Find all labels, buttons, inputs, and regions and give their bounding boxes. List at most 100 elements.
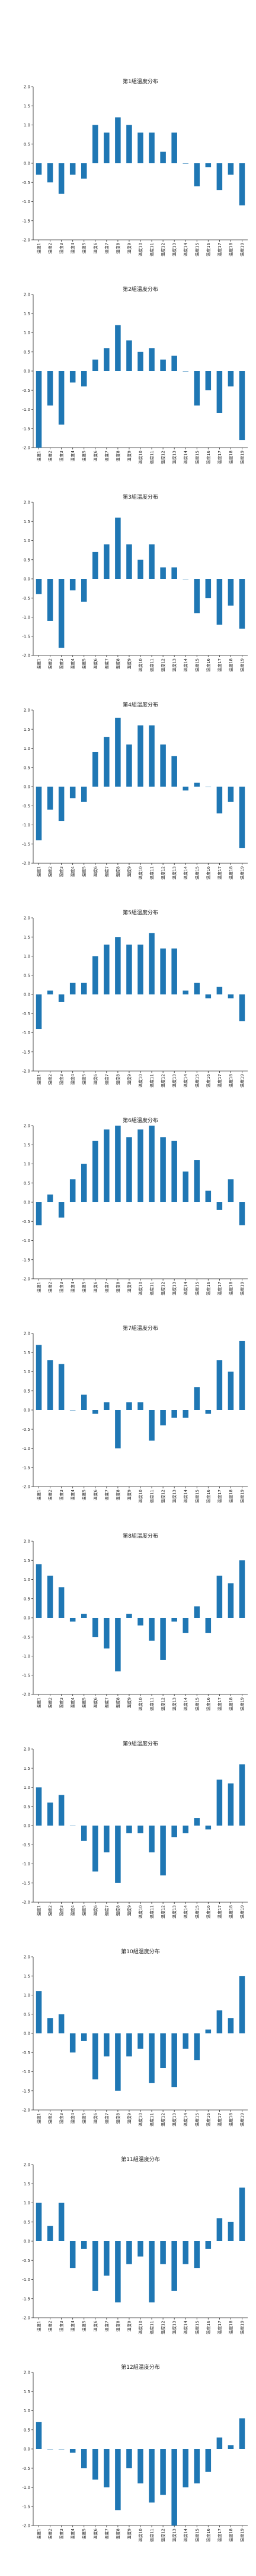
bar xyxy=(126,340,132,371)
bar xyxy=(58,2203,65,2241)
x-tick-label: 温度13 xyxy=(172,1490,177,1503)
bar xyxy=(115,1126,121,1202)
bar xyxy=(81,1826,87,1841)
bar xyxy=(58,2014,65,2033)
chart-2: 第2組温度分布 -2.0 -1.5 -1.0 -0.5 0.0 0.5 1.0 1.5 2.0 温度… xyxy=(22,286,248,464)
x-tick-label: 温度12 xyxy=(161,1490,166,1503)
x-tick-label: 温度9 xyxy=(126,866,132,877)
x-tick-label: 温度2 xyxy=(47,658,53,669)
x-tick-label: 温度10 xyxy=(138,2113,143,2127)
x-tick-label: 温度17 xyxy=(217,243,222,256)
y-tick-label: -1.0 xyxy=(22,199,30,204)
x-tick-label: 温度2 xyxy=(47,1074,53,1085)
bar xyxy=(205,2029,212,2033)
y-tick-label: -2.0 xyxy=(22,2316,30,2321)
x-tick-label: 温度3 xyxy=(59,451,64,461)
bar xyxy=(104,2241,110,2276)
x-tick-label: 温度7 xyxy=(104,658,109,669)
bar xyxy=(69,163,76,175)
chart-title: 第2組温度分布 xyxy=(123,286,158,293)
bar xyxy=(137,1129,143,1202)
bar xyxy=(239,1764,245,1826)
bar xyxy=(171,1618,177,1622)
bar xyxy=(115,2241,121,2303)
bar xyxy=(92,552,98,579)
y-tick-label: -2.0 xyxy=(22,1693,30,1697)
bar xyxy=(47,787,53,810)
bar xyxy=(126,945,132,994)
y-tick-label: 1.0 xyxy=(24,1785,30,1790)
bar xyxy=(216,2218,223,2241)
x-tick-label: 温度18 xyxy=(228,1282,233,1295)
x-tick-label: 温度12 xyxy=(161,1905,166,1919)
bar xyxy=(47,2018,53,2033)
x-tick-label: 温度11 xyxy=(149,1074,155,1088)
bar xyxy=(149,348,155,371)
bar xyxy=(104,2033,110,2057)
bar xyxy=(183,787,188,791)
x-tick-label: 温度12 xyxy=(161,2321,166,2334)
bar xyxy=(205,1410,212,1414)
x-tick-label: 温度16 xyxy=(206,2320,211,2334)
y-tick-label: 1.5 xyxy=(24,935,30,940)
bar xyxy=(81,579,87,602)
bar xyxy=(160,1618,166,1660)
y-tick-label: 0.0 xyxy=(24,577,30,582)
x-tick-label: 温度16 xyxy=(206,1905,211,1918)
bar xyxy=(228,2222,234,2241)
y-tick-label: 1.5 xyxy=(24,1558,30,1563)
x-tick-label: 温度11 xyxy=(149,1697,155,1711)
bar xyxy=(126,1402,132,1410)
x-tick-label: 温度17 xyxy=(217,1697,222,1711)
x-tick-label: 温度17 xyxy=(217,658,222,672)
x-tick-label: 温度16 xyxy=(206,1073,211,1087)
bar xyxy=(171,2449,177,2526)
bar xyxy=(69,1410,76,1411)
x-tick-label: 温度18 xyxy=(228,2113,233,2127)
bar xyxy=(216,579,223,625)
bar xyxy=(137,2241,143,2257)
x-tick-label: 温度14 xyxy=(183,2112,188,2126)
y-tick-label: 2.0 xyxy=(24,708,30,713)
x-tick-label: 温度7 xyxy=(104,2529,109,2539)
x-tick-label: 温度16 xyxy=(206,242,211,256)
x-tick-label: 温度10 xyxy=(138,2529,143,2542)
bar xyxy=(149,1410,155,1441)
x-tick-label: 温度13 xyxy=(172,451,177,464)
chart-title: 第1組温度分布 xyxy=(123,78,158,85)
y-tick-label: -1.0 xyxy=(22,407,30,412)
x-tick-label: 温度8 xyxy=(115,243,120,254)
y-tick-label: 1.0 xyxy=(24,331,30,335)
bar xyxy=(183,1826,188,1833)
x-tick-label: 温度15 xyxy=(194,1074,200,1088)
x-tick-label: 温度7 xyxy=(104,1282,109,1292)
bar xyxy=(228,163,234,175)
y-tick-label: -0.5 xyxy=(22,1427,30,1432)
bar xyxy=(239,787,245,848)
bar xyxy=(58,371,65,425)
bar xyxy=(205,2241,212,2249)
x-tick-label: 温度14 xyxy=(183,1697,188,1710)
bar xyxy=(69,2241,76,2268)
x-tick-label: 温度2 xyxy=(47,2113,53,2124)
y-tick-label: -1.0 xyxy=(22,2070,30,2074)
bar xyxy=(228,1179,234,1202)
y-tick-label: 0.0 xyxy=(24,369,30,374)
x-tick-label: 温度10 xyxy=(138,1282,143,1295)
x-tick-label: 温度11 xyxy=(149,1490,155,1503)
chart-title: 第4組温度分布 xyxy=(123,701,158,708)
x-tick-label: 温度19 xyxy=(239,658,245,672)
y-tick-label: 2.0 xyxy=(24,916,30,921)
bar xyxy=(160,744,166,787)
y-tick-label: 1.0 xyxy=(24,1162,30,1167)
x-tick-label: 温度3 xyxy=(59,1905,64,1916)
y-tick-label: 0.0 xyxy=(24,2032,30,2036)
x-tick-label: 温度17 xyxy=(217,2529,222,2542)
bar xyxy=(216,787,223,814)
bar xyxy=(47,1194,53,1202)
bar xyxy=(81,1614,87,1618)
bar xyxy=(137,351,143,371)
x-tick-label: 温度2 xyxy=(47,451,53,461)
bar xyxy=(58,787,65,822)
